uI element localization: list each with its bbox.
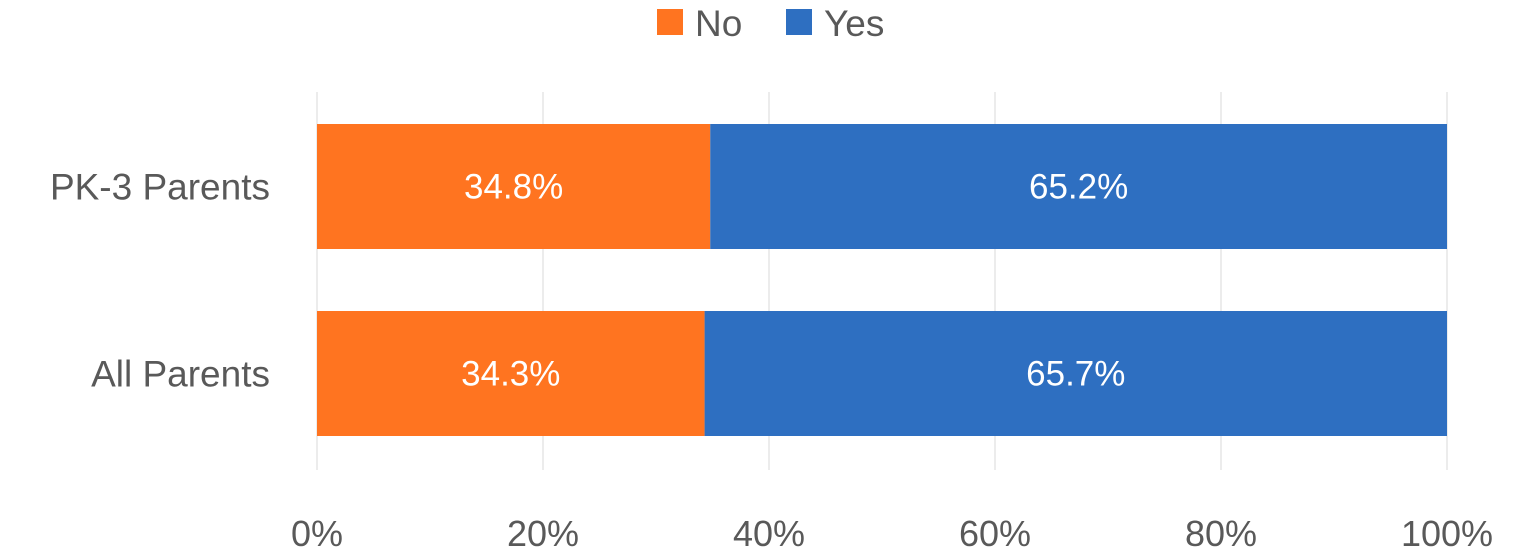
- value-axis: 0% 20% 40% 60% 80% 100%: [291, 513, 1493, 554]
- x-tick-label: 20%: [507, 513, 579, 552]
- bar-segment-no: [317, 124, 711, 249]
- x-tick-label: 0%: [291, 513, 343, 552]
- bars: [317, 124, 1447, 436]
- data-label: 65.2%: [1029, 168, 1128, 207]
- data-labels: 34.8% 65.2% 34.3% 65.7%: [461, 168, 1128, 394]
- category-label: All Parents: [91, 354, 270, 395]
- x-tick-label: 80%: [1185, 513, 1257, 552]
- legend-label-no: No: [695, 3, 742, 44]
- bar-segment-yes: [710, 124, 1447, 249]
- data-label: 65.7%: [1026, 355, 1125, 394]
- x-tick-label: 60%: [959, 513, 1031, 552]
- legend-label-yes: Yes: [824, 3, 884, 44]
- data-label: 34.8%: [464, 168, 563, 207]
- x-tick-label: 100%: [1401, 513, 1493, 552]
- bar-segment-yes: [704, 311, 1447, 436]
- bar-segment-no: [317, 311, 705, 436]
- category-label: PK-3 Parents: [50, 167, 270, 208]
- data-label: 34.3%: [461, 355, 560, 394]
- legend-swatch-yes: [786, 9, 812, 35]
- legend-swatch-no: [657, 9, 683, 35]
- x-tick-label: 40%: [733, 513, 805, 552]
- category-axis: PK-3 Parents All Parents: [50, 167, 270, 395]
- legend: No Yes: [657, 3, 884, 44]
